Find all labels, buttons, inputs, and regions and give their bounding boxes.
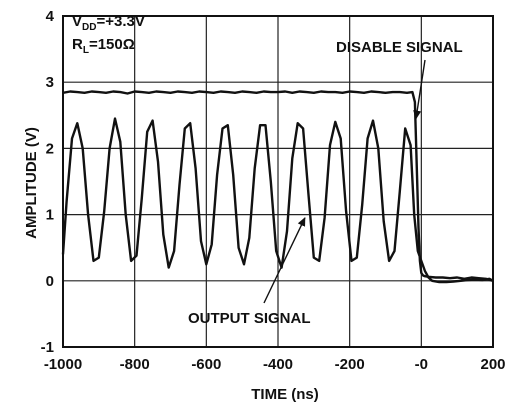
y-tick-label: 1: [46, 207, 54, 224]
y-tick-labels: -1 0 1 2 3 4: [41, 8, 55, 356]
y-axis-title: AMPLITUDE (V): [23, 127, 40, 239]
grid: [63, 16, 493, 347]
x-tick-label: -600: [191, 356, 221, 373]
x-tick-label: -800: [120, 356, 150, 373]
condition-vdd-sub: DD: [82, 22, 96, 33]
y-tick-label: 0: [46, 273, 54, 290]
annotations: DISABLE SIGNAL OUTPUT SIGNAL: [188, 39, 463, 327]
x-tick-label: -0: [415, 356, 428, 373]
disable-signal-arrow: [413, 59, 426, 120]
x-tick-labels: -1000 -800 -600 -400 -200 -0 200: [44, 356, 506, 373]
condition-vdd: VDD=+3.3V: [72, 13, 145, 33]
condition-rl-rest: =150Ω: [89, 36, 135, 53]
y-tick-label: -1: [41, 339, 54, 356]
condition-rl-sub: L: [83, 45, 89, 56]
plot-frame: [62, 15, 494, 348]
condition-vdd-rest: =+3.3V: [96, 13, 144, 30]
series-layer: [61, 90, 494, 284]
y-tick-label: 2: [46, 140, 54, 157]
condition-rl-main: R: [72, 36, 83, 53]
output-signal-label: OUTPUT SIGNAL: [188, 310, 311, 327]
y-tick-label: 3: [46, 74, 54, 91]
x-tick-label: -200: [335, 356, 365, 373]
disable-signal-line: [62, 90, 494, 282]
output-signal-arrow: [263, 217, 306, 304]
x-axis-title: TIME (ns): [251, 386, 319, 403]
disable-signal-label: DISABLE SIGNAL: [336, 39, 463, 56]
x-tick-label: 200: [480, 356, 505, 373]
output-signal-line: [61, 117, 494, 284]
x-tick-label: -1000: [44, 356, 82, 373]
condition-rl: RL=150Ω: [72, 36, 135, 56]
condition-vdd-main: V: [72, 13, 82, 30]
x-tick-label: -400: [263, 356, 293, 373]
y-tick-label: 4: [46, 8, 55, 25]
